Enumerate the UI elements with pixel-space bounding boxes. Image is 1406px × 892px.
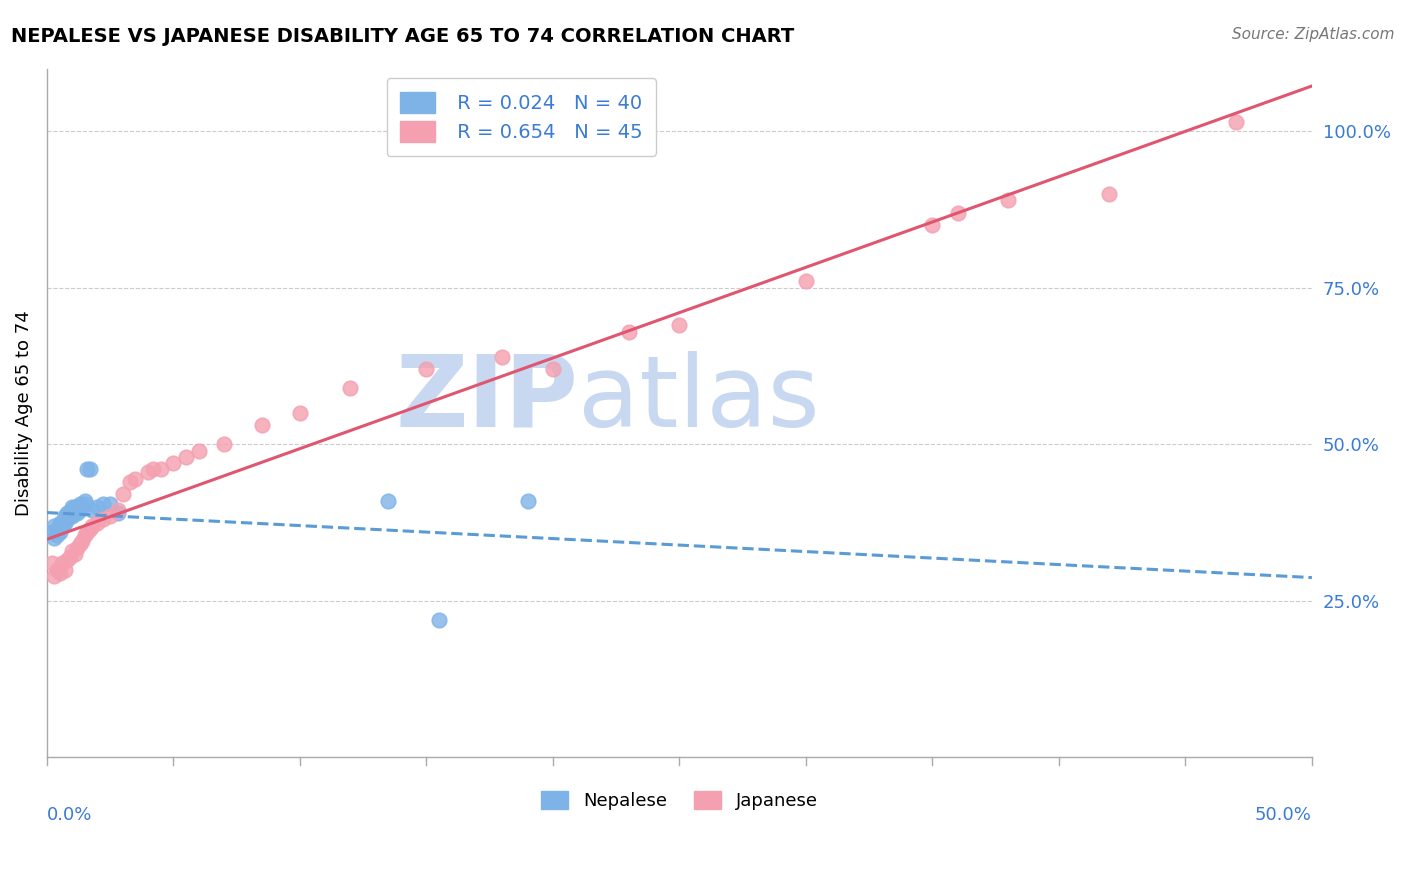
Point [51, 516, 73, 530]
Point [60, 543, 83, 558]
Point [120, 475, 142, 489]
Point [136, 466, 159, 480]
Point [427, 613, 450, 627]
Legend: Nepalese, Japanese: Nepalese, Japanese [534, 784, 825, 817]
Text: atlas: atlas [578, 351, 820, 448]
Point [86, 500, 108, 514]
Point [212, 437, 235, 451]
Point [41, 524, 63, 539]
Point [1225, 114, 1247, 128]
Point [60, 509, 83, 524]
Point [63, 503, 86, 517]
Point [46, 528, 69, 542]
Point [377, 493, 399, 508]
Point [51, 518, 73, 533]
Point [63, 547, 86, 561]
Point [56, 553, 79, 567]
Point [53, 516, 76, 530]
Point [66, 506, 89, 520]
Text: Source: ZipAtlas.com: Source: ZipAtlas.com [1232, 27, 1395, 42]
Point [668, 318, 690, 333]
Point [86, 516, 108, 530]
Point [1098, 186, 1121, 201]
Point [72, 500, 94, 514]
Point [59, 509, 82, 524]
Point [162, 456, 184, 470]
Point [250, 418, 273, 433]
Point [53, 562, 76, 576]
Point [415, 362, 437, 376]
Point [53, 509, 76, 524]
Point [46, 522, 69, 536]
Point [82, 503, 104, 517]
Point [56, 509, 79, 524]
Point [921, 218, 943, 232]
Point [107, 503, 129, 517]
Point [60, 500, 83, 514]
Point [46, 562, 69, 576]
Text: NEPALESE VS JAPANESE DISABILITY AGE 65 TO 74 CORRELATION CHART: NEPALESE VS JAPANESE DISABILITY AGE 65 T… [11, 27, 794, 45]
Point [76, 462, 98, 476]
Point [516, 493, 538, 508]
Point [48, 524, 70, 539]
Text: ZIP: ZIP [395, 351, 578, 448]
Point [98, 509, 121, 524]
Point [69, 537, 91, 551]
Point [73, 528, 96, 542]
Point [59, 549, 82, 564]
Point [79, 522, 101, 536]
Point [91, 512, 114, 526]
Text: 0.0%: 0.0% [46, 805, 93, 823]
Point [98, 497, 121, 511]
Point [91, 497, 114, 511]
Point [73, 493, 96, 508]
Point [72, 534, 94, 549]
Point [617, 325, 640, 339]
Point [48, 566, 70, 580]
Point [491, 350, 513, 364]
Point [44, 531, 66, 545]
Point [60, 503, 83, 517]
Point [339, 381, 361, 395]
Point [53, 512, 76, 526]
Point [69, 497, 91, 511]
Point [73, 497, 96, 511]
Point [288, 406, 311, 420]
Point [66, 500, 89, 514]
Point [124, 472, 146, 486]
Point [56, 506, 79, 520]
Point [41, 556, 63, 570]
Point [187, 443, 209, 458]
Point [111, 487, 134, 501]
Point [48, 518, 70, 533]
Point [149, 462, 172, 476]
Point [541, 362, 564, 376]
Point [69, 503, 91, 517]
Point [76, 524, 98, 539]
Y-axis label: Disability Age 65 to 74: Disability Age 65 to 74 [15, 310, 32, 516]
Point [48, 516, 70, 530]
Point [51, 556, 73, 570]
Text: 50.0%: 50.0% [1256, 805, 1312, 823]
Point [66, 541, 89, 555]
Point [946, 205, 969, 219]
Point [107, 506, 129, 520]
Point [997, 193, 1019, 207]
Point [63, 500, 86, 514]
Point [59, 506, 82, 520]
Point [44, 569, 66, 583]
Point [44, 518, 66, 533]
Point [82, 518, 104, 533]
Point [79, 462, 101, 476]
Point [142, 462, 165, 476]
Point [794, 275, 817, 289]
Point [174, 450, 197, 464]
Point [56, 512, 79, 526]
